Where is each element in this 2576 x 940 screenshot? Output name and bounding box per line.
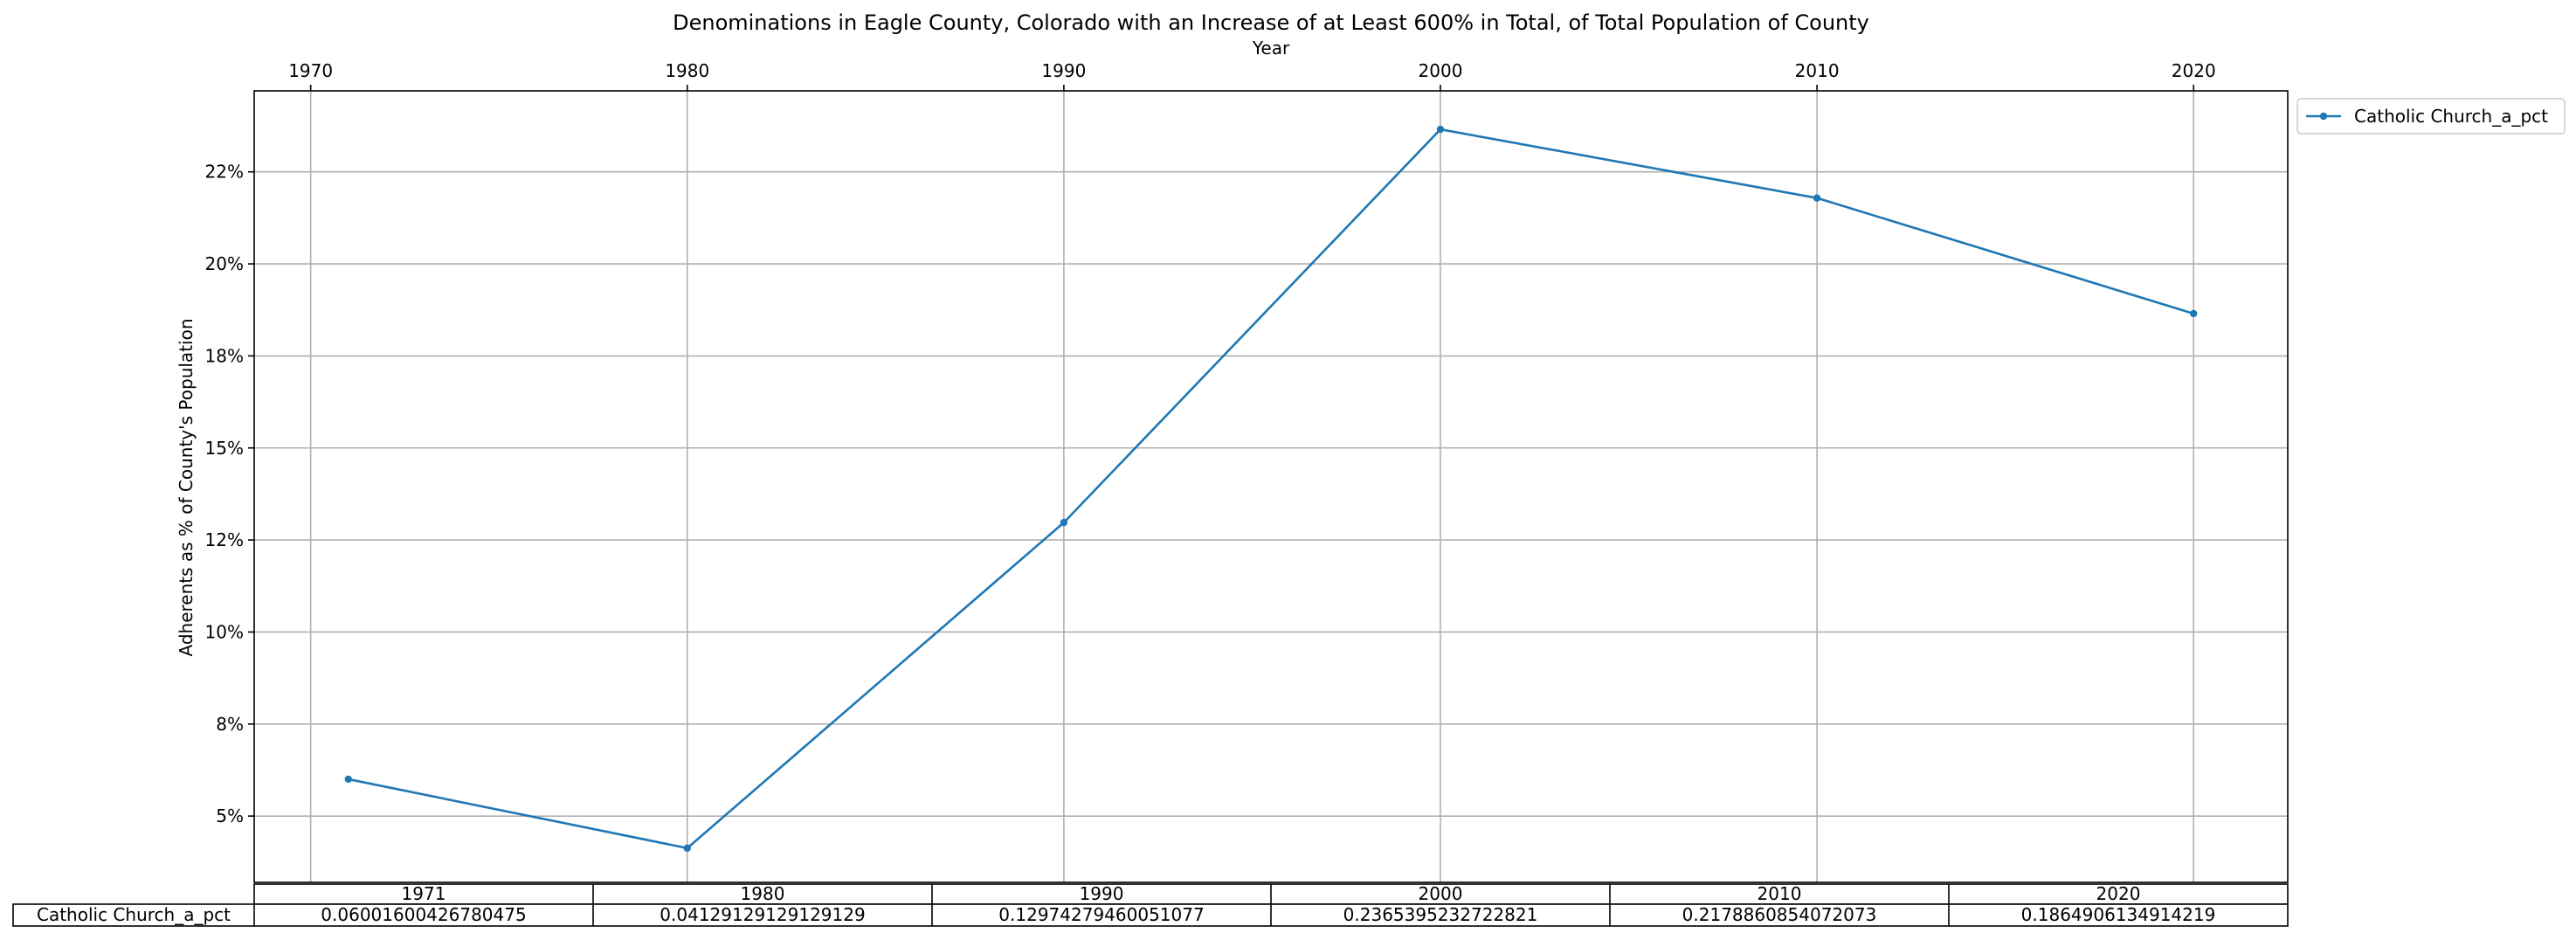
plot-frame [253,90,2289,883]
table-cell: 0.12974279460051077 [998,904,1204,925]
series-group [344,125,2198,853]
table-cell: 0.1864906134914219 [2021,904,2216,925]
table-cell: 0.2365395232722821 [1343,904,1538,925]
table-cell: 0.2178860854072073 [1682,904,1877,925]
y-tick-label: 5% [216,805,244,826]
table-column-header: 2000 [1419,883,1463,904]
table-column-header: 2020 [2096,883,2141,904]
x-tick-label: 1980 [665,60,709,81]
data-point [2190,309,2198,318]
x-tick-label: 1970 [288,60,333,81]
data-point [1436,125,1445,134]
grid [254,91,2288,882]
y-tick-label: 15% [205,438,244,459]
legend-box [2296,98,2566,135]
table-column-header: 2010 [1758,883,1802,904]
x-tick-label: 2010 [1795,60,1840,81]
data-table: 1971 1980 1990 2000 2010 2020 Catholic Church_… [12,883,2289,927]
legend-marker [2319,112,2328,121]
data-point [1813,194,1821,202]
y-tick-label: 10% [205,621,244,642]
y-tick-label: 22% [205,162,244,183]
y-axis-label: Adherents as % of County's Population [176,318,197,656]
data-point [344,775,352,784]
table-row-label: Catholic Church_a_pct [37,904,231,925]
x-axis-label: Year [1252,38,1290,59]
legend: Catholic Church_a_pct [2296,98,2566,135]
table-cell: 0.04129129129129129 [660,904,865,925]
table-column-header: 1971 [402,883,446,904]
table-column-header: 1980 [741,883,785,904]
y-tick-label: 20% [205,253,244,274]
y-tick-label: 18% [205,345,244,366]
x-tick-label: 2000 [1419,60,1463,81]
series-line [348,128,2194,850]
x-tick-label: 2020 [2172,60,2216,81]
y-tick-label: 8% [216,714,244,735]
table-data-row [12,903,2289,927]
y-tick-label: 12% [205,529,244,550]
data-point [683,844,691,853]
data-point [1060,518,1068,527]
x-tick-label: 1990 [1041,60,1086,81]
legend-label: Catholic Church_a_pct [2354,106,2548,127]
y-axis: 5% 8% 10% 12% 15% 18% 20% 22% [205,162,254,826]
x-axis: 1970 1980 1990 2000 2010 2020 [288,60,2216,91]
table-cell: 0.06001600426780475 [321,904,526,925]
chart-title: Denominations in Eagle County, Colorado … [673,10,1869,35]
table-column-header: 1990 [1080,883,1124,904]
